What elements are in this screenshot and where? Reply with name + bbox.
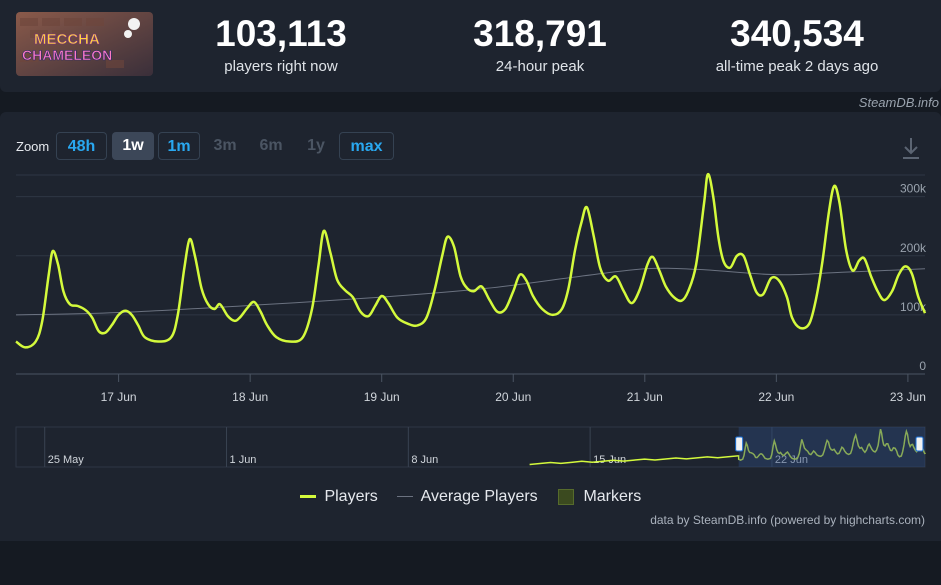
x-tick-label: 22 Jun (758, 390, 794, 404)
logo-text-top: MECCHA (34, 31, 100, 48)
legend-item-average[interactable]: Average Players (397, 487, 538, 507)
series-average-players-line (15, 267, 926, 316)
zoom-button-1w[interactable]: 1w (112, 132, 154, 160)
stat-current: 103,113 players right now (171, 12, 391, 75)
chart-panel (0, 112, 941, 541)
navigator-handle-right[interactable] (915, 436, 924, 452)
zoom-button-6m: 6m (259, 137, 283, 154)
x-tick-label: 18 Jun (232, 390, 268, 404)
stat-24h-peak-value: 318,791 (473, 13, 607, 54)
stat-24h-peak-label: 24-hour peak (495, 58, 585, 75)
navigator: 25 May 1 Jun 8 Jun 15 Jun 22 Jun (15, 426, 926, 468)
navigator-series (529, 428, 926, 466)
stat-24h-peak: 318,791 24-hour peak (430, 12, 650, 75)
y-tick-label: 0 (919, 359, 926, 373)
series-players-line (15, 172, 927, 349)
zoom-button-max[interactable]: max (339, 132, 394, 160)
legend-swatch-players (300, 495, 316, 499)
legend-item-markers[interactable]: Markers (558, 487, 641, 507)
game-logo[interactable]: MECCHA CHAMELEON (16, 12, 153, 76)
legend-label-average: Average Players (420, 488, 538, 505)
x-axis-labels: 17 Jun 18 Jun 19 Jun 20 Jun 21 Jun 22 Jun 23 J… (101, 390, 926, 404)
zoom-button-48h[interactable]: 48h (56, 132, 107, 160)
navigator-selection[interactable] (738, 427, 925, 467)
navigator-label: 8 Jun (411, 454, 438, 466)
download-icon[interactable] (900, 136, 922, 162)
x-tick-label: 17 Jun (101, 390, 137, 404)
legend-swatch-average (397, 496, 413, 498)
legend-label-players: Players (324, 488, 378, 505)
zoom-button-1y: 1y (307, 137, 325, 154)
legend-label-markers: Markers (583, 488, 642, 505)
chart-grid (16, 174, 925, 375)
navigator-handle-left[interactable] (735, 436, 744, 452)
logo-text-bottom: CHAMELEON (22, 47, 112, 63)
navigator-label: 1 Jun (230, 454, 257, 466)
legend-item-players[interactable]: Players (300, 487, 378, 507)
x-tick-label: 19 Jun (364, 390, 400, 404)
flag-icon (558, 488, 574, 505)
stats-bar: MECCHA CHAMELEON 103,113 players right n… (0, 0, 941, 92)
x-tick-label: 23 Jun (890, 390, 926, 404)
logo-image: MECCHA CHAMELEON (16, 12, 153, 76)
x-axis-ticks (118, 374, 909, 382)
stat-all-time-peak-value: 340,534 (730, 13, 864, 54)
navigator-label: 22 Jun (775, 454, 808, 466)
y-tick-label: 300k (900, 182, 927, 196)
zoom-label: Zoom (16, 139, 50, 154)
zoom-button-1m[interactable]: 1m (158, 132, 200, 160)
x-tick-label: 21 Jun (627, 390, 663, 404)
x-tick-label: 20 Jun (495, 390, 531, 404)
navigator-label: 25 May (48, 454, 85, 466)
footer-credit[interactable]: data by SteamDB.info (powered by highcha… (650, 513, 925, 527)
stat-all-time-peak-label: all-time peak 2 days ago (715, 58, 879, 75)
stat-current-value: 103,113 (215, 13, 347, 54)
source-credit[interactable]: SteamDB.info (858, 95, 939, 110)
y-tick-label: 200k (900, 241, 927, 255)
stat-all-time-peak: 340,534 all-time peak 2 days ago (687, 12, 907, 75)
legend: Players Average Players Markers (0, 487, 941, 507)
stat-current-label: players right now (224, 58, 338, 75)
zoom-button-3m: 3m (213, 137, 237, 154)
